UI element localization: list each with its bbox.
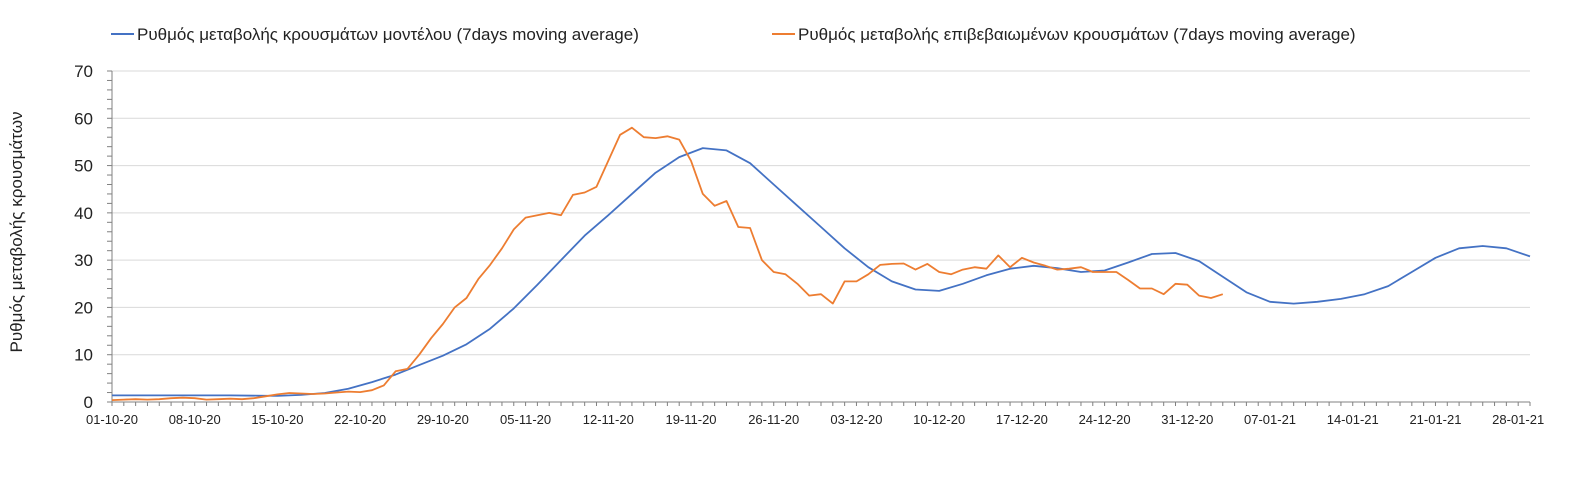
series-line-confirmed [111, 126, 1224, 401]
x-tick-label: 12-11-20 [583, 412, 634, 427]
chart-legend: Ρυθμός μεταβολής κρουσμάτων μοντέλου (7d… [111, 25, 1356, 44]
y-tick-label: 30 [74, 251, 93, 270]
x-tick-label: 19-11-20 [665, 412, 716, 427]
x-tick-label: 15-10-20 [251, 412, 303, 427]
x-tick-label: 22-10-20 [334, 412, 386, 427]
y-tick-label: 40 [74, 204, 93, 223]
y-tick-labels: 0 10 20 30 40 50 60 70 [74, 62, 93, 412]
x-tick-label: 08-10-20 [169, 412, 221, 427]
series-line-model [112, 147, 1531, 397]
y-tick-label: 50 [74, 157, 93, 176]
x-tick-label: 14-01-21 [1327, 412, 1379, 427]
y-tick-label: 10 [74, 346, 93, 365]
x-tick-label: 28-01-21 [1492, 412, 1544, 427]
y-tick-label: 60 [74, 109, 93, 128]
y-tick-label: 20 [74, 298, 93, 317]
x-tick-label: 01-10-20 [86, 412, 138, 427]
x-tick-label: 17-12-20 [996, 412, 1048, 427]
x-tick-label: 03-12-20 [830, 412, 882, 427]
x-tick-label: 05-11-20 [500, 412, 551, 427]
axes [107, 70, 1531, 406]
y-axis-title: Ρυθμός μεταβολής κρουσμάτων [7, 112, 26, 353]
x-tick-label: 24-12-20 [1079, 412, 1131, 427]
x-tick-label: 07-01-21 [1244, 412, 1296, 427]
x-tick-label: 26-11-20 [748, 412, 799, 427]
x-tick-label: 29-10-20 [417, 412, 469, 427]
legend-label-model: Ρυθμός μεταβολής κρουσμάτων μοντέλου (7d… [137, 25, 639, 44]
y-tick-label: 0 [84, 393, 93, 412]
x-tick-label: 21-01-21 [1409, 412, 1461, 427]
legend-label-confirmed: Ρυθμός μεταβολής επιβεβαιωμένων κρουσμάτ… [798, 25, 1356, 44]
series-lines [111, 126, 1531, 401]
x-tick-labels: 01-10-20 08-10-20 15-10-20 22-10-20 29-10-20… [86, 412, 1544, 427]
gridlines [112, 70, 1530, 356]
x-tick-label: 31-12-20 [1161, 412, 1213, 427]
x-tick-label: 10-12-20 [913, 412, 965, 427]
y-tick-label: 70 [74, 62, 93, 81]
